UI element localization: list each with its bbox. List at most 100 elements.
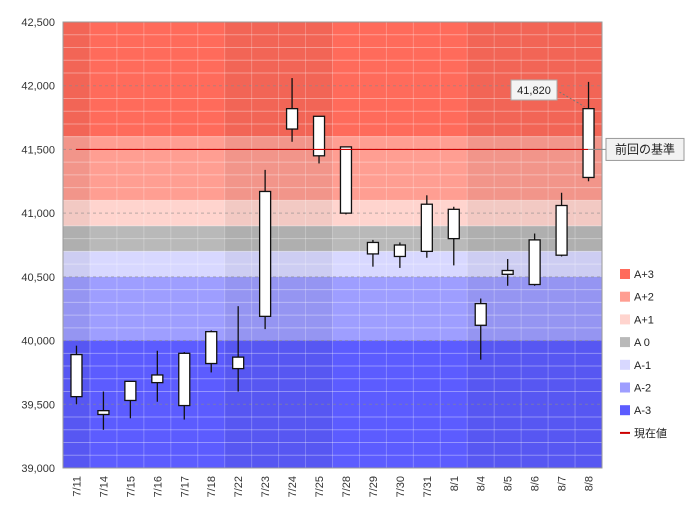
candle-body-up bbox=[285, 108, 299, 130]
candle-8-5 bbox=[501, 259, 514, 286]
legend-label: A-3 bbox=[634, 405, 651, 417]
candle-8-4 bbox=[474, 298, 487, 360]
candle-7-24 bbox=[285, 78, 299, 142]
candle-body-up bbox=[420, 203, 433, 253]
x-tick-label: 7/11 bbox=[71, 476, 83, 497]
x-tick-label: 7/25 bbox=[314, 476, 326, 497]
x-tick-label: 7/29 bbox=[368, 476, 380, 497]
legend-label: A-1 bbox=[634, 360, 651, 372]
x-tick-label: 7/14 bbox=[98, 476, 110, 497]
candle-body-up bbox=[70, 353, 83, 398]
y-tick-label: 40,500 bbox=[21, 272, 55, 284]
x-tick-label: 7/15 bbox=[125, 476, 137, 497]
legend-swatch bbox=[620, 314, 630, 325]
y-tick-label: 42,500 bbox=[21, 17, 55, 29]
candle-body-up bbox=[124, 380, 137, 402]
plot-frame bbox=[62, 21, 603, 469]
candle-8-1 bbox=[447, 206, 460, 266]
candle-body-up bbox=[447, 208, 460, 240]
x-tick-label: 7/28 bbox=[341, 476, 353, 497]
x-tick-label: 8/7 bbox=[557, 476, 569, 491]
x-tick-label: 8/5 bbox=[503, 476, 515, 491]
candle-8-7 bbox=[555, 192, 568, 257]
x-tick-label: 7/18 bbox=[206, 476, 218, 497]
x-tick-label: 7/22 bbox=[233, 476, 245, 497]
candle-body-up bbox=[366, 241, 380, 255]
x-tick-label: 7/31 bbox=[422, 476, 434, 497]
candle-body-up bbox=[582, 108, 595, 179]
x-tick-label: 8/6 bbox=[530, 476, 542, 491]
x-tick-label: 7/30 bbox=[395, 476, 407, 497]
legend-item: A+2 bbox=[620, 291, 654, 304]
candle-8-6 bbox=[528, 233, 541, 286]
y-tick-label: 42,000 bbox=[21, 81, 55, 93]
callout-label: 41,820 bbox=[517, 85, 551, 97]
band-a0 bbox=[63, 225, 602, 252]
candle-body-up bbox=[151, 374, 164, 384]
y-axis: 39,000 39,500 40,000 40,500 41,000 41,500 42,0… bbox=[21, 17, 55, 475]
candle-body-up bbox=[312, 115, 326, 157]
candle-7-16 bbox=[151, 350, 164, 402]
candle-body-up bbox=[528, 239, 541, 286]
price-callout: 41,820 bbox=[510, 79, 585, 108]
x-tick-label: 7/24 bbox=[287, 476, 299, 497]
legend-item: A+1 bbox=[620, 314, 654, 326]
candle-body-up bbox=[178, 352, 191, 407]
candle-body-up bbox=[97, 410, 110, 416]
band-aplus3 bbox=[63, 22, 602, 137]
legend-swatch bbox=[620, 337, 630, 348]
candle-7-22 bbox=[232, 306, 245, 392]
legend-label: 現在値 bbox=[634, 427, 667, 440]
legend-swatch bbox=[620, 269, 630, 279]
legend-swatch bbox=[620, 359, 630, 370]
band-aplus1 bbox=[63, 200, 602, 226]
candle-body-up bbox=[474, 302, 487, 326]
candle-body-up bbox=[205, 331, 218, 365]
legend-label: A+2 bbox=[634, 292, 654, 304]
candle-7-30 bbox=[393, 242, 407, 268]
legend: A+3 A+2 A+1 A 0 A-1 A-2 A-3 現在値 bbox=[620, 269, 667, 440]
candles bbox=[70, 78, 595, 430]
y-tick-label: 39,000 bbox=[21, 463, 55, 475]
candle-7-29 bbox=[366, 239, 380, 267]
y-tick-label: 40,000 bbox=[21, 336, 55, 348]
candle-body-up bbox=[393, 244, 407, 258]
legend-item: A+3 bbox=[620, 269, 654, 281]
reference-label: 前回の基準 bbox=[615, 141, 675, 156]
reference-line-group: 前回の基準 bbox=[76, 137, 685, 161]
candle-7-17 bbox=[178, 352, 191, 420]
candle-7-25 bbox=[312, 115, 326, 164]
x-tick-label: 7/16 bbox=[152, 476, 164, 497]
legend-swatch bbox=[620, 382, 630, 393]
reference-label-box bbox=[605, 137, 685, 161]
candle-7-18 bbox=[205, 330, 218, 373]
x-tick-label: 7/23 bbox=[260, 476, 272, 497]
candle-7-14 bbox=[97, 391, 110, 430]
legend-item: 現在値 bbox=[620, 427, 667, 440]
candle-8-8 bbox=[582, 81, 595, 182]
legend-label: A-2 bbox=[634, 383, 651, 395]
y-tick-label: 39,500 bbox=[21, 399, 55, 411]
legend-label: A+1 bbox=[634, 314, 654, 326]
x-axis: 7/11 7/14 7/15 7/16 7/17 7/18 7/22 7/23 7/24 7/25… bbox=[71, 476, 595, 497]
week-shade bbox=[224, 22, 333, 468]
legend-swatch bbox=[620, 291, 630, 302]
legend-label: A 0 bbox=[634, 337, 650, 349]
callout-box bbox=[510, 79, 558, 101]
candle-7-11 bbox=[70, 345, 83, 405]
x-tick-label: 8/1 bbox=[449, 476, 461, 491]
legend-label: A+3 bbox=[634, 269, 654, 281]
candle-body-up bbox=[501, 269, 514, 275]
legend-swatch bbox=[620, 405, 630, 416]
y-tick-label: 41,000 bbox=[21, 208, 55, 220]
callout-leader bbox=[555, 89, 585, 108]
candle-body-up bbox=[232, 356, 245, 370]
band-aminus2 bbox=[63, 276, 602, 341]
band-aplus2 bbox=[63, 136, 602, 201]
x-tick-label: 8/8 bbox=[584, 476, 596, 491]
candle-body-up bbox=[555, 204, 568, 256]
legend-item: A-1 bbox=[620, 359, 651, 372]
legend-item: A 0 bbox=[620, 337, 650, 349]
x-tick-label: 7/17 bbox=[179, 476, 191, 497]
